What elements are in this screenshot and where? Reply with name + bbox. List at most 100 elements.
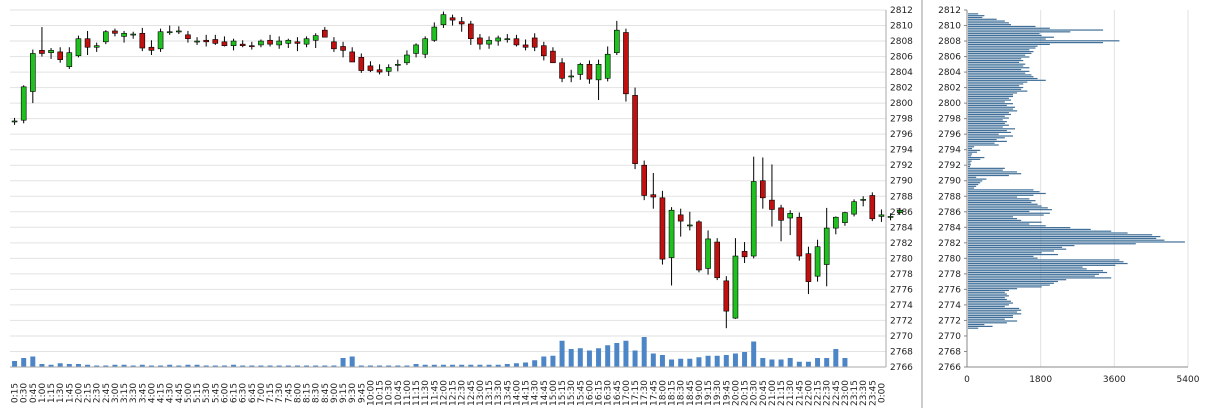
profile-bar <box>968 171 1018 173</box>
profile-bar <box>968 165 971 168</box>
time-tick-label: 13:00 <box>476 380 486 406</box>
time-tick-label: 0:00 <box>877 383 887 403</box>
time-tick-label: 20:00 <box>731 380 741 406</box>
price-tick-label: 2780 <box>890 254 913 264</box>
time-tick-label: 23:30 <box>859 380 869 406</box>
volume-bar <box>742 352 748 367</box>
time-tick-label: 19:45 <box>722 380 732 406</box>
profile-bar <box>968 304 1009 306</box>
volume-bar <box>121 364 127 367</box>
profile-bar <box>968 237 1157 239</box>
profile-bar <box>968 203 1038 205</box>
volume-bar <box>559 340 565 367</box>
profile-bar <box>968 271 1108 274</box>
price-tick-label: 2770 <box>890 332 913 342</box>
volume-bar <box>632 350 638 367</box>
time-axis: 0:15 0:30 0:45 1:00 1:15 1:30 1:45 2:00 2:15 2:30… <box>11 380 888 406</box>
profile-bar <box>968 108 1014 110</box>
profile-bar <box>968 279 1067 281</box>
price-tick-label: 2804 <box>890 68 913 78</box>
profile-bar <box>968 253 1059 256</box>
volume-bar <box>103 365 109 367</box>
profile-bar <box>968 182 981 184</box>
time-tick-label: 21:00 <box>768 380 778 406</box>
profile-bar <box>968 201 1032 204</box>
profile-bar <box>968 139 997 141</box>
volume-bar <box>459 364 465 367</box>
profile-bar <box>968 58 1022 60</box>
candle-body <box>385 67 392 72</box>
profile-bar <box>968 110 1018 112</box>
time-tick-label: 1:15 <box>47 383 57 403</box>
profile-price-tick-label: 2768 <box>938 347 961 357</box>
candle-body <box>559 62 565 79</box>
time-tick-label: 7:45 <box>284 383 294 403</box>
volume-bar <box>285 365 291 367</box>
time-tick-label: 1:30 <box>56 383 66 403</box>
time-tick-label: 16:00 <box>585 380 595 406</box>
volume-bar <box>212 365 218 367</box>
volume-bar <box>422 364 428 367</box>
volume-bar <box>504 364 510 367</box>
candle-body <box>203 39 209 43</box>
time-tick-label: 2:45 <box>102 383 112 403</box>
profile-bar <box>968 252 1042 254</box>
profile-bar <box>968 205 1042 207</box>
volume-bar <box>240 365 246 367</box>
time-tick-label: 11:00 <box>403 380 413 406</box>
time-tick-label: 18:30 <box>677 380 687 406</box>
profile-bar <box>968 49 1030 51</box>
volume-bar <box>294 365 300 367</box>
candle-body <box>93 45 100 48</box>
profile-bar <box>968 106 1016 108</box>
time-tick-label: 16:45 <box>613 380 623 406</box>
profile-bar <box>968 243 1136 245</box>
volume-bar <box>304 365 310 367</box>
profile-bar <box>968 194 1034 196</box>
time-tick-label: 1:00 <box>38 383 48 403</box>
profile-bar <box>968 218 1018 220</box>
price-tick-label: 2792 <box>890 161 913 171</box>
profile-bar <box>968 56 1030 58</box>
candle-body <box>139 32 146 49</box>
profile-bar <box>968 223 1030 225</box>
time-tick-label: 5:00 <box>184 383 194 403</box>
profile-bar <box>968 235 1161 238</box>
profile-bar <box>968 50 1034 53</box>
time-tick-label: 8:30 <box>312 383 322 403</box>
profile-bar <box>968 284 1050 286</box>
candle-body <box>276 40 282 46</box>
price-tick-label: 2808 <box>890 37 913 47</box>
profile-bar <box>968 135 1014 137</box>
volume-bar <box>796 361 802 367</box>
time-tick-label: 17:00 <box>622 380 632 406</box>
profile-bar <box>968 324 985 326</box>
candle-body <box>440 14 447 26</box>
time-tick-label: 22:00 <box>804 380 814 406</box>
time-tick-label: 9:30 <box>348 383 358 403</box>
candle-body <box>185 34 191 40</box>
volume-bar <box>532 360 538 367</box>
price-tick-label: 2784 <box>890 223 913 233</box>
volume-bar <box>805 361 811 367</box>
profile-bar <box>968 212 1050 214</box>
candle-body <box>130 33 136 36</box>
candle-body <box>769 199 775 210</box>
profile-bar <box>968 268 1087 270</box>
volume-bar <box>231 364 237 367</box>
profile-bar <box>968 70 1030 72</box>
time-tick-label: 16:30 <box>604 380 614 406</box>
profile-bar <box>968 214 1044 216</box>
time-tick-label: 16:15 <box>595 380 605 406</box>
profile-bar <box>968 277 1112 279</box>
time-tick-label: 11:45 <box>430 380 440 406</box>
profile-bar <box>968 97 1009 99</box>
volume-bar <box>176 365 182 367</box>
profile-price-tick-label: 2788 <box>938 192 961 202</box>
profile-bar <box>968 140 1007 143</box>
profile-bar <box>968 52 1032 54</box>
profile-bar <box>968 36 1054 38</box>
time-tick-label: 18:15 <box>668 380 678 406</box>
profile-bar <box>968 246 1063 248</box>
